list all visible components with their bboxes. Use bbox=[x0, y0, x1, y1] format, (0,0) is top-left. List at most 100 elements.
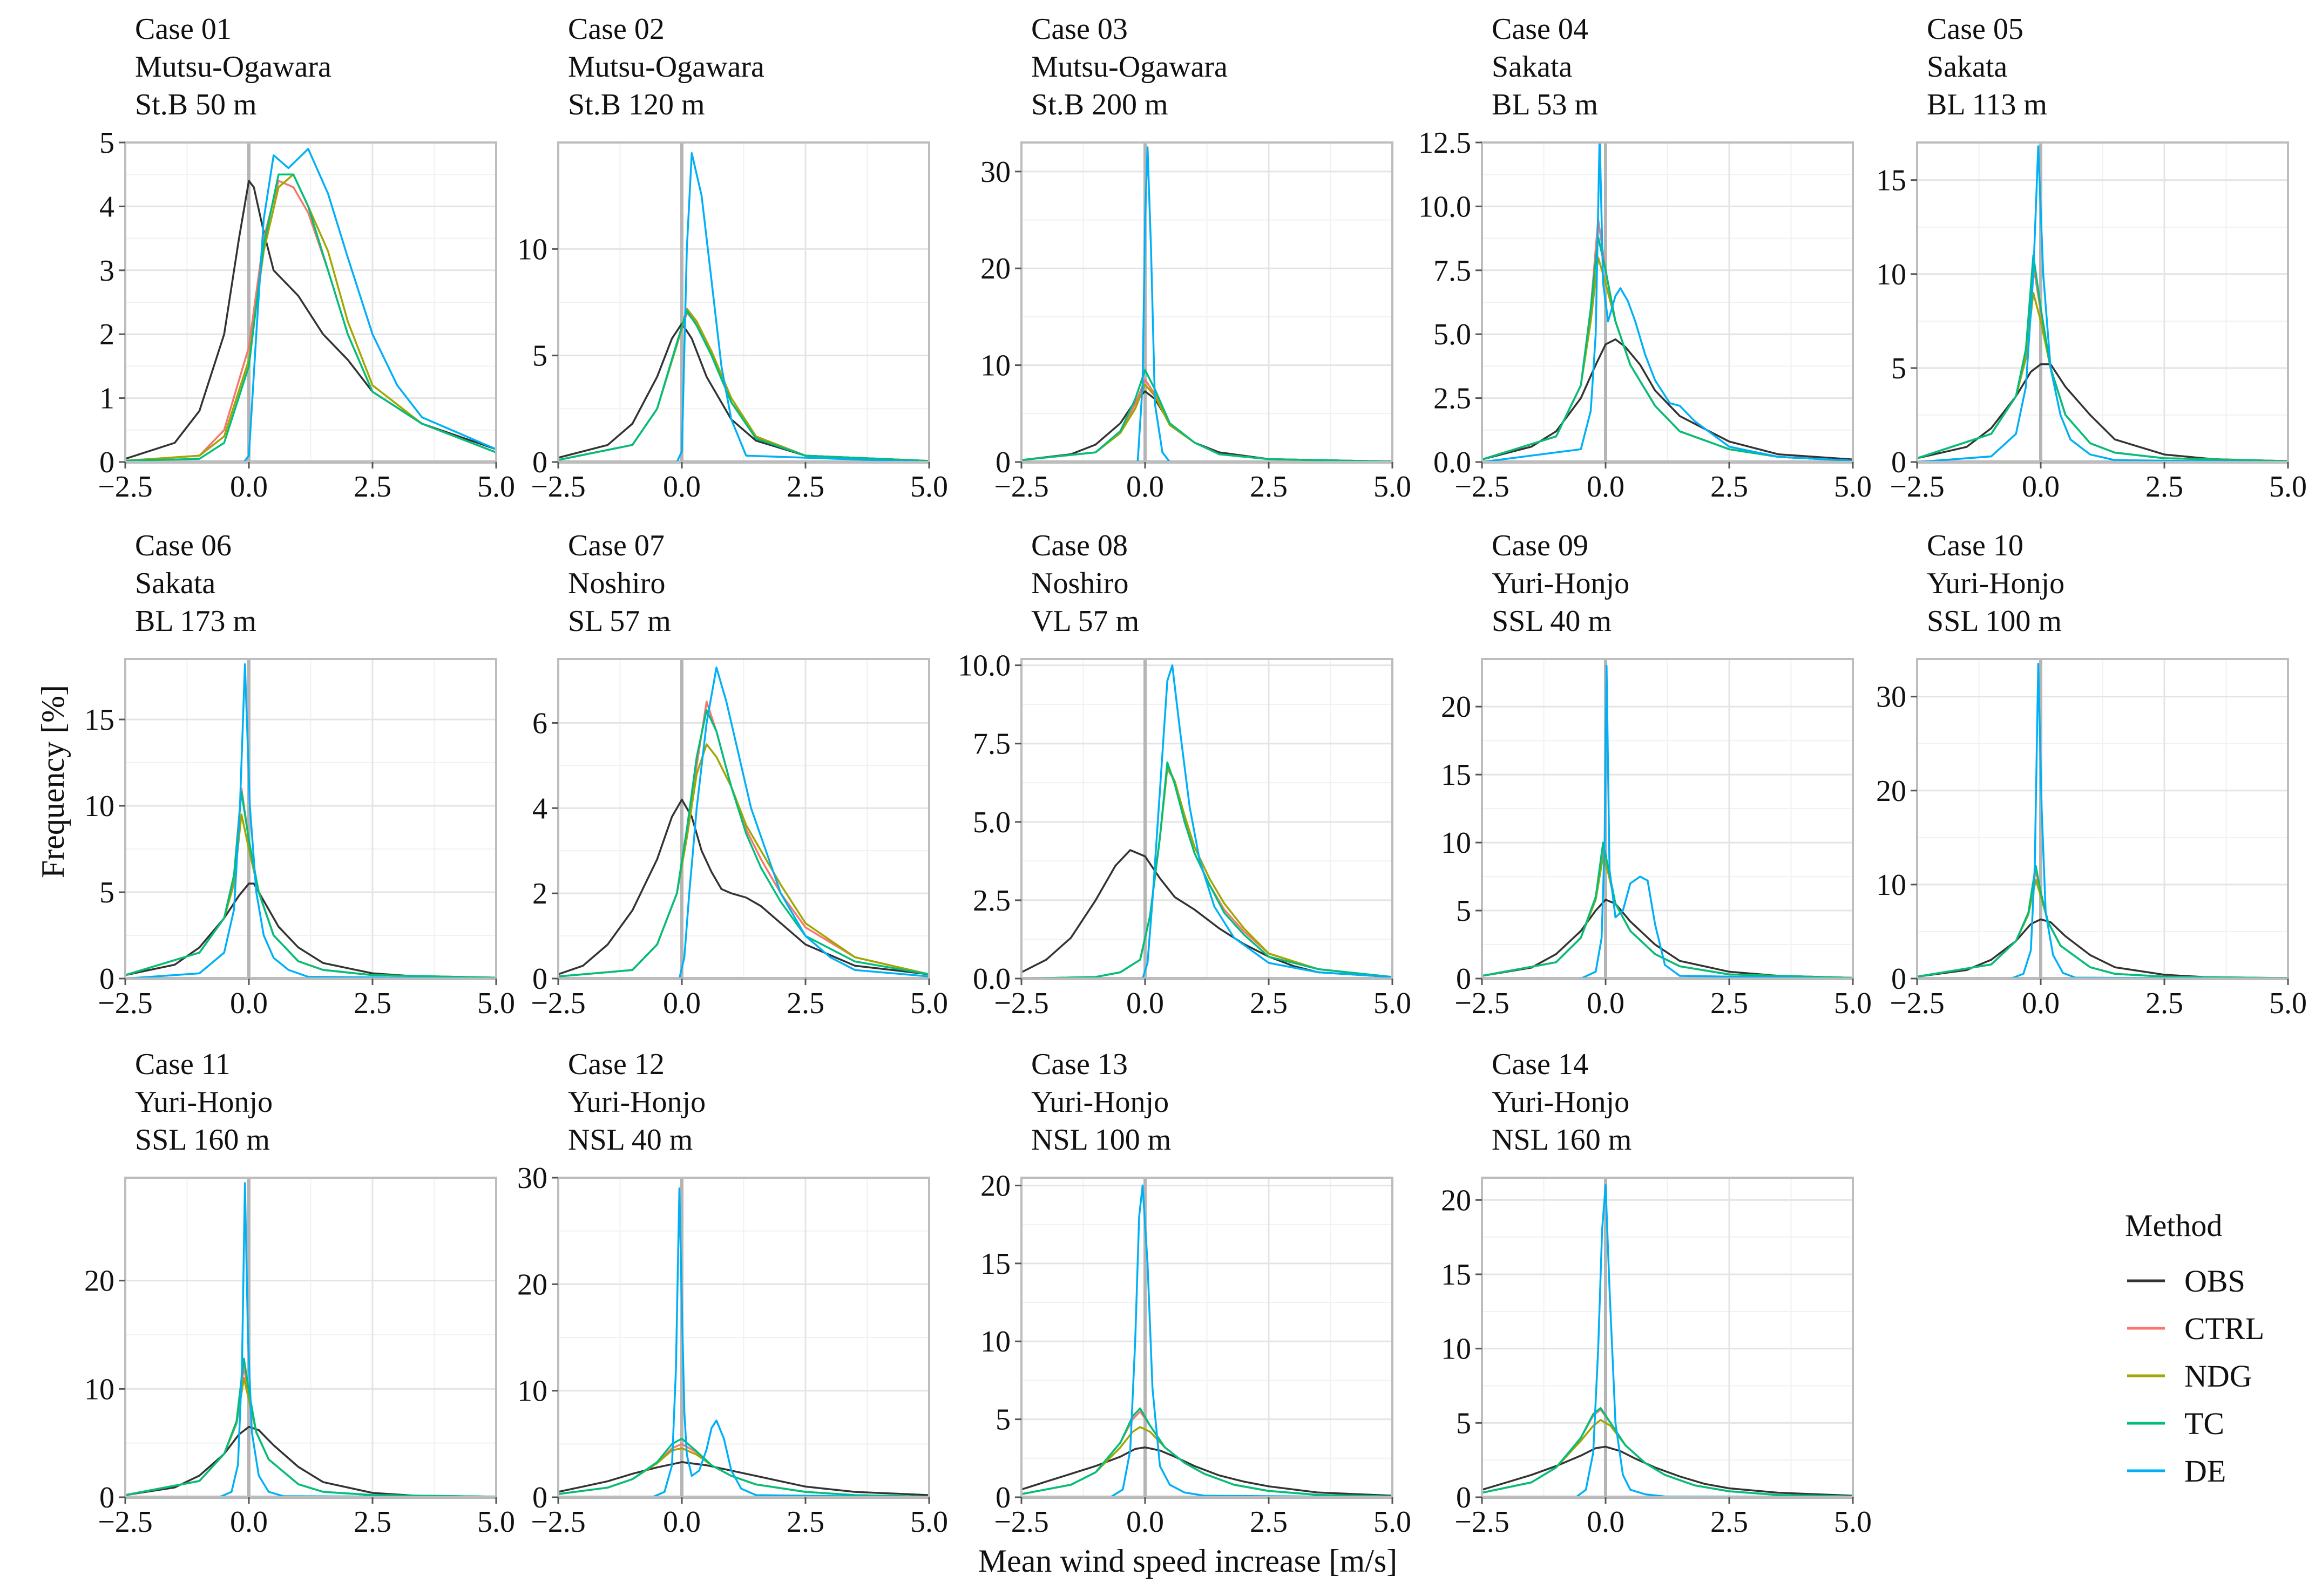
y-tick-label: 0 bbox=[532, 962, 547, 996]
panel-title-line: Yuri-Honjo bbox=[1927, 567, 2064, 600]
y-tick-label: 10 bbox=[1441, 1333, 1471, 1366]
x-tick-label: 5.0 bbox=[910, 470, 948, 504]
panel-title-line: Noshiro bbox=[568, 567, 665, 600]
x-tick-label: 0.0 bbox=[663, 987, 701, 1020]
series-group bbox=[558, 667, 929, 979]
x-tick-label: 2.5 bbox=[787, 1505, 824, 1539]
panel-frame bbox=[124, 141, 497, 463]
series-line-obs bbox=[1021, 1446, 1392, 1497]
y-tick-label: 15 bbox=[1876, 164, 1906, 198]
x-tick-label: 5.0 bbox=[1373, 470, 1411, 504]
x-tick-label: 0.0 bbox=[2022, 987, 2060, 1020]
series-group bbox=[1021, 664, 1392, 979]
x-tick-label: −2.5 bbox=[98, 1505, 153, 1539]
panel-title-line: Case 09 bbox=[1492, 529, 1588, 562]
y-tick-label: 5 bbox=[1456, 1407, 1471, 1440]
y-tick-label: 10 bbox=[517, 1375, 547, 1408]
series-group bbox=[125, 663, 496, 979]
series-line-de bbox=[1482, 664, 1853, 979]
series-line-tc bbox=[1917, 865, 2288, 979]
x-tick-label: 0.0 bbox=[663, 470, 701, 504]
panel-title-line: Case 04 bbox=[1492, 12, 1588, 46]
y-tick-label: 0 bbox=[1891, 446, 1906, 479]
series-line-obs bbox=[1021, 390, 1392, 462]
x-tick-label: 0.0 bbox=[1587, 470, 1624, 504]
x-tick-label: 5.0 bbox=[2269, 987, 2307, 1020]
y-tick-label: 0 bbox=[1891, 962, 1906, 996]
series-group bbox=[558, 1187, 929, 1497]
series-line-obs bbox=[1917, 918, 2288, 979]
series-line-obs bbox=[1021, 849, 1392, 978]
series-line-de bbox=[125, 663, 496, 979]
panel-title-line: Case 06 bbox=[135, 529, 232, 562]
panel-title-line: NSL 100 m bbox=[1031, 1123, 1171, 1157]
y-tick-label: 4 bbox=[99, 190, 114, 223]
y-tick-label: 20 bbox=[980, 252, 1011, 286]
panel-title-line: BL 53 m bbox=[1492, 88, 1598, 121]
panel-frame bbox=[1916, 658, 2289, 980]
series-line-tc bbox=[1482, 236, 1853, 462]
series-group bbox=[1482, 1184, 1853, 1497]
x-tick-label: 0.0 bbox=[1126, 470, 1164, 504]
series-group bbox=[1021, 146, 1392, 462]
panel-title-line: SSL 100 m bbox=[1927, 605, 2062, 638]
panel-title-line: SSL 160 m bbox=[135, 1123, 270, 1157]
x-tick-label: −2.5 bbox=[531, 1505, 586, 1539]
x-tick-label: 2.5 bbox=[354, 1505, 391, 1539]
series-group bbox=[1482, 664, 1853, 979]
series-group bbox=[1482, 142, 1853, 462]
y-tick-label: 0.0 bbox=[973, 962, 1011, 996]
panel-title-line: Case 14 bbox=[1492, 1048, 1588, 1081]
x-tick-label: −2.5 bbox=[994, 987, 1049, 1020]
y-tick-label: 15 bbox=[980, 1247, 1011, 1281]
panel-frame bbox=[557, 1177, 930, 1498]
series-line-obs bbox=[558, 798, 929, 975]
panel-case-7: −2.5 0.0 2.5 5.0 0 2 4 6 Case 07 Noshiro SL 57 m bbox=[531, 529, 948, 1020]
x-tick-label: 0.0 bbox=[2022, 470, 2060, 504]
panel-title-line: NSL 40 m bbox=[568, 1123, 693, 1157]
x-tick-label: −2.5 bbox=[1454, 987, 1509, 1020]
x-tick-label: 2.5 bbox=[354, 987, 391, 1020]
series-line-de bbox=[1482, 142, 1853, 462]
x-tick-label: 5.0 bbox=[477, 470, 515, 504]
y-tick-label: 10 bbox=[84, 1373, 114, 1406]
series-line-tc bbox=[558, 310, 929, 462]
panel-title-line: Case 02 bbox=[568, 12, 665, 46]
y-tick-label: 20 bbox=[517, 1268, 547, 1301]
x-tick-label: 5.0 bbox=[477, 1505, 515, 1539]
y-tick-label: 10 bbox=[84, 790, 114, 823]
y-tick-label: 15 bbox=[84, 703, 114, 737]
panel-frame bbox=[1481, 141, 1854, 463]
panel-title-line: Yuri-Honjo bbox=[568, 1085, 706, 1119]
y-tick-label: 10.0 bbox=[1418, 190, 1471, 223]
panel-frame bbox=[124, 658, 497, 980]
panel-case-6: −2.5 0.0 2.5 5.0 0 5 10 15 Case 06 Sakata BL 173 m bbox=[84, 529, 515, 1020]
series-group bbox=[125, 1182, 496, 1497]
panel-title-line: Case 11 bbox=[135, 1048, 231, 1081]
x-tick-label: 5.0 bbox=[1834, 987, 1872, 1020]
series-line-de bbox=[1917, 662, 2288, 979]
panel-title-line: Yuri-Honjo bbox=[1492, 1085, 1629, 1119]
y-tick-label: 12.5 bbox=[1418, 126, 1471, 160]
panel-title-line: Case 08 bbox=[1031, 529, 1128, 562]
x-tick-label: 2.5 bbox=[1710, 987, 1748, 1020]
panel-title-line: Case 07 bbox=[568, 529, 665, 562]
y-tick-label: 10 bbox=[980, 349, 1011, 383]
x-tick-label: 2.5 bbox=[1250, 470, 1288, 504]
x-tick-label: −2.5 bbox=[531, 987, 586, 1020]
series-line-tc bbox=[558, 709, 929, 977]
x-tick-label: 2.5 bbox=[2145, 470, 2183, 504]
legend-label-obs: OBS bbox=[2184, 1264, 2245, 1299]
series-group bbox=[125, 148, 496, 462]
panel-frame bbox=[1916, 141, 2289, 463]
y-tick-label: 30 bbox=[1876, 681, 1906, 714]
y-tick-label: 0 bbox=[996, 446, 1011, 479]
y-axis-title: Frequency [%] bbox=[35, 685, 71, 878]
series-line-obs bbox=[558, 1461, 929, 1496]
y-tick-label: 0 bbox=[1456, 962, 1471, 996]
x-tick-label: 0.0 bbox=[1587, 1505, 1624, 1539]
panel-title-line: Sakata bbox=[1492, 50, 1572, 84]
y-tick-label: 20 bbox=[84, 1265, 114, 1298]
